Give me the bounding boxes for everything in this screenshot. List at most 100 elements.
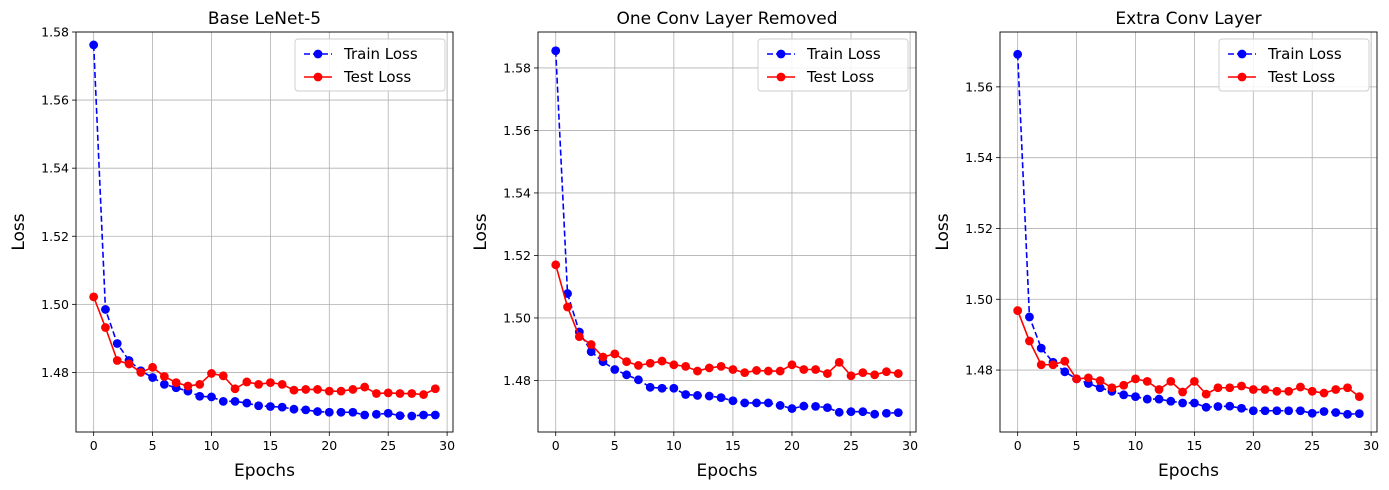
data-point (1107, 383, 1117, 393)
data-point (324, 407, 334, 417)
y-tick-label: 1.48 (965, 363, 993, 378)
legend-marker (1237, 72, 1247, 82)
data-point (1248, 406, 1258, 416)
data-point (289, 404, 299, 414)
data-point (395, 389, 405, 398)
y-tick-label: 1.58 (503, 60, 531, 75)
data-point (622, 370, 631, 380)
data-point (1036, 343, 1046, 353)
data-point (289, 385, 299, 395)
data-point (101, 305, 110, 314)
data-point (634, 375, 643, 385)
data-point (882, 408, 891, 418)
data-point (846, 371, 856, 381)
data-point (763, 366, 773, 376)
y-tick-label: 1.56 (965, 79, 993, 94)
series-test-loss (1013, 306, 1364, 402)
data-point (360, 382, 370, 392)
chart-title: One Conv Layer Removed (616, 9, 837, 29)
data-point (1284, 406, 1294, 416)
series-train-loss (89, 40, 440, 421)
x-tick-label: 5 (1073, 438, 1081, 453)
chart-panel-3: 0 5 10 15 20 25 30 1.48 1.50 1.52 1.54 1.56 Extra Co… (933, 9, 1379, 481)
x-tick-label: 0 (90, 438, 98, 453)
data-point (148, 373, 157, 382)
data-point (645, 382, 655, 392)
data-point (823, 369, 832, 378)
data-point (716, 393, 726, 403)
data-point (218, 396, 228, 406)
data-point (775, 401, 785, 410)
data-point (207, 369, 216, 378)
y-tick-label: 1.54 (503, 185, 531, 200)
data-point (1284, 386, 1294, 396)
x-tick-label: 10 (1128, 438, 1144, 453)
data-point (336, 386, 346, 396)
x-axis-label: Epochs (234, 461, 295, 481)
series-test-loss (89, 292, 440, 399)
data-point (112, 339, 122, 348)
legend: Train Loss Test Loss (1218, 38, 1370, 92)
data-point (1319, 407, 1329, 416)
y-axis-label: Loss (471, 213, 491, 250)
y-tick-label: 1.56 (503, 123, 531, 138)
legend-label: Train Loss (1267, 45, 1342, 63)
data-point (383, 408, 393, 418)
data-point (1354, 409, 1364, 418)
data-point (823, 403, 832, 413)
data-point (1131, 374, 1140, 384)
data-point (265, 402, 275, 411)
data-point (1025, 336, 1034, 346)
x-tick-label: 15 (262, 438, 278, 453)
legend-label: Test Loss (343, 68, 411, 86)
data-point (1166, 396, 1176, 406)
data-point (811, 401, 820, 411)
data-point (1272, 386, 1282, 396)
data-point (870, 409, 880, 419)
data-point (1213, 383, 1223, 393)
data-point (728, 396, 738, 406)
data-point (1119, 380, 1129, 390)
data-point (301, 405, 311, 415)
data-point (1225, 401, 1235, 411)
data-point (610, 349, 620, 359)
data-point (563, 289, 572, 298)
series-train-loss (551, 46, 903, 419)
data-point (634, 361, 643, 370)
data-point (799, 401, 809, 411)
data-point (195, 379, 205, 389)
data-point (313, 385, 322, 394)
data-point (669, 383, 679, 393)
data-point (301, 385, 311, 394)
data-point (348, 407, 358, 417)
data-point (1036, 360, 1046, 370)
data-point (148, 362, 157, 372)
data-point (1296, 382, 1305, 392)
x-tick-label: 0 (1014, 438, 1022, 453)
legend: Train Loss Test Loss (294, 38, 446, 92)
data-point (870, 370, 880, 380)
data-point (1166, 376, 1176, 386)
x-tick-label: 5 (149, 438, 157, 453)
data-point (1331, 408, 1341, 417)
data-point (430, 410, 440, 420)
data-point (159, 379, 169, 389)
data-point (242, 398, 252, 408)
data-point (1260, 406, 1270, 416)
series-line (554, 50, 899, 415)
data-point (1248, 385, 1258, 394)
data-point (183, 381, 193, 391)
chart-panel-2: 0 5 10 15 20 25 30 1.48 1.50 1.52 1.54 1.56 1.58 One … (471, 9, 918, 481)
grid (1000, 32, 1377, 432)
data-point (324, 386, 334, 396)
data-point (716, 361, 726, 371)
legend-box (757, 38, 909, 92)
series-test-loss (551, 260, 903, 381)
axes-frame (999, 31, 1378, 433)
y-tick-label: 1.50 (41, 297, 69, 312)
data-point (336, 407, 346, 417)
data-point (242, 377, 252, 387)
data-point (407, 411, 417, 421)
y-tick-label: 1.54 (965, 150, 993, 165)
